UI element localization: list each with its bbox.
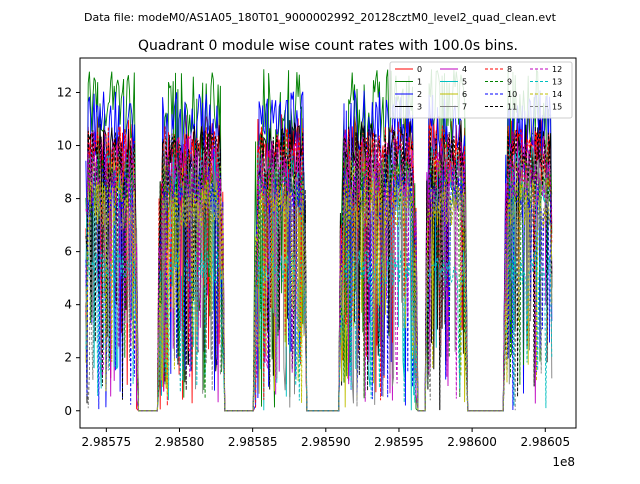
series-lines [85, 68, 553, 412]
legend-label-14: 14 [552, 90, 562, 99]
y-tick-label: 10 [57, 139, 72, 153]
y-axis: 0 2 4 6 8 10 12 [57, 85, 80, 418]
series-line-15 [85, 183, 553, 412]
legend-label-6: 6 [462, 90, 467, 99]
x-tick-label: 2.98575 [82, 435, 132, 449]
legend-label-7: 7 [462, 103, 467, 112]
legend-label-12: 12 [552, 65, 562, 74]
legend-label-5: 5 [462, 78, 467, 87]
legend-label-8: 8 [507, 65, 512, 74]
legend-label-9: 9 [507, 78, 512, 87]
legend-label-11: 11 [507, 103, 517, 112]
x-tick-label: 2.98580 [155, 435, 205, 449]
x-tick-label: 2.98595 [374, 435, 424, 449]
y-tick-label: 6 [64, 245, 72, 259]
legend-label-3: 3 [417, 103, 422, 112]
y-tick-label: 2 [64, 351, 72, 365]
x-tick-label: 2.98590 [301, 435, 351, 449]
legend-label-2: 2 [417, 90, 422, 99]
chart-suptitle: Data file: modeM0/AS1A05_180T01_90000029… [84, 11, 557, 24]
y-tick-label: 0 [64, 404, 72, 418]
legend-label-4: 4 [462, 65, 467, 74]
y-tick-label: 4 [64, 298, 72, 312]
legend-label-0: 0 [417, 65, 422, 74]
x-tick-label: 2.98600 [447, 435, 497, 449]
plot-frame [79, 57, 577, 429]
chart-title: Quadrant 0 module wise count rates with … [138, 38, 518, 54]
x-tick-label: 2.98605 [520, 435, 570, 449]
legend-label-13: 13 [552, 78, 562, 87]
legend-label-1: 1 [417, 78, 422, 87]
y-tick-label: 8 [64, 192, 72, 206]
series-line-13 [85, 249, 553, 412]
legend-label-10: 10 [507, 90, 517, 99]
x-axis: 2.98575 2.98580 2.98585 2.98590 2.98595 2.986… [82, 428, 570, 449]
y-tick-label: 12 [57, 85, 72, 99]
legend-box [389, 61, 573, 119]
legend-label-15: 15 [552, 103, 562, 112]
x-tick-label: 2.98585 [228, 435, 278, 449]
x-offset-label: 1e8 [552, 455, 575, 469]
